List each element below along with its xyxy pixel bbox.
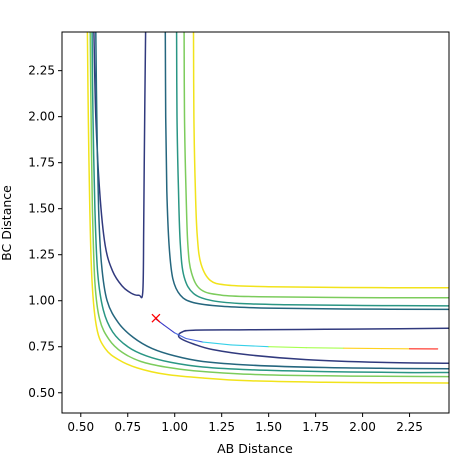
y-tick-label: 1.00 — [28, 294, 55, 308]
contour-lines — [86, 32, 449, 384]
contour-line-level-5-2 — [192, 32, 449, 289]
x-tick-label: 2.25 — [396, 420, 423, 434]
y-tick-label: 1.75 — [28, 156, 55, 170]
y-tick-label: 0.50 — [28, 386, 55, 400]
trajectory-segment — [185, 337, 204, 343]
x-tick-label: 2.00 — [349, 420, 376, 434]
x-tick-label: 1.50 — [255, 420, 282, 434]
x-tick-label: 0.50 — [67, 420, 94, 434]
contour-line-level-5-1 — [86, 32, 449, 384]
x-axis-label: AB Distance — [217, 441, 293, 456]
trajectory-path — [155, 318, 439, 350]
y-tick-label: 1.25 — [28, 248, 55, 262]
contour-line-level-3-2 — [175, 32, 449, 307]
contour-line-level-2-1 — [95, 32, 449, 370]
y-tick-label: 2.25 — [28, 64, 55, 78]
x-tick-label: 1.00 — [161, 420, 188, 434]
start-marker — [151, 313, 161, 323]
trajectory-segment — [305, 347, 345, 349]
y-tick-label: 0.75 — [28, 340, 55, 354]
trajectory-segment — [268, 346, 307, 349]
trajectory-segment — [202, 341, 232, 346]
start-point-marker — [151, 313, 161, 323]
trajectory-segment — [174, 332, 187, 340]
x-tick-label: 1.25 — [208, 420, 235, 434]
x-tick-label: 0.75 — [114, 420, 141, 434]
contour-line-level-4-2 — [183, 32, 449, 299]
y-tick-label: 2.00 — [28, 110, 55, 124]
trajectory-segment — [230, 344, 270, 348]
contour-line-level-1-2 — [177, 327, 449, 365]
contour-line-level-2-2 — [164, 32, 449, 311]
plot-area — [62, 32, 449, 413]
y-axis-label: BC Distance — [0, 185, 14, 261]
contour-line-level-3-1 — [91, 32, 449, 374]
x-tick-label: 1.75 — [302, 420, 329, 434]
contour-line-level-4-1 — [89, 32, 449, 378]
y-tick-label: 1.50 — [28, 202, 55, 216]
x-axis-ticks: 0.50 0.75 1.00 1.25 1.50 1.75 2.00 2.25 — [67, 413, 423, 434]
y-axis-ticks: 0.50 0.75 1.00 1.25 1.50 1.75 2.00 2.25 — [28, 64, 62, 400]
plot-frame — [61, 31, 450, 414]
trajectory-segment — [162, 324, 176, 334]
